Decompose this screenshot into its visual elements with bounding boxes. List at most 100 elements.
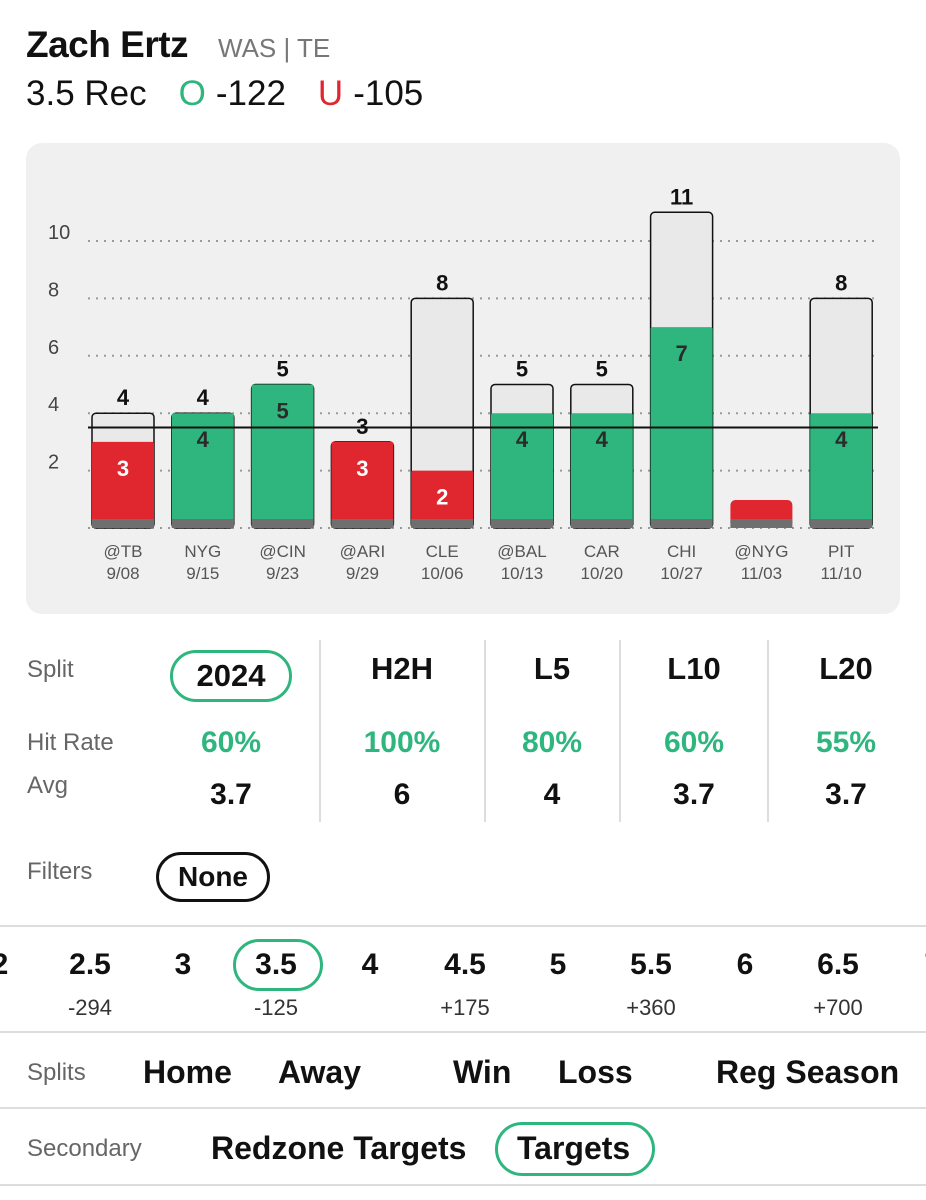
split-col-l20[interactable]: L20 [819,651,873,686]
line-option[interactable]: 6 [736,948,754,981]
line-option[interactable]: 6.5 [817,948,859,981]
receptions-value-label: 4 [835,427,848,452]
y-tick-label: 4 [48,394,59,416]
x-tick-date: 10/06 [421,564,464,583]
receptions-bar [251,384,314,528]
x-tick-date: 9/23 [266,564,299,583]
avg-2024: 3.7 [210,778,252,811]
split-loss[interactable]: Loss [558,1054,633,1090]
line-option-selected[interactable]: 3.5 [255,948,297,981]
hit-rate-l5: 80% [521,726,583,759]
split-col-l10[interactable]: L10 [667,651,721,686]
receptions-bar [570,413,633,528]
line-odds: +700 [813,995,863,1020]
receptions-value-label: 4 [197,427,210,452]
line-option-edge-right[interactable]: 7 [876,948,926,982]
column-divider [484,640,486,822]
receptions-bar [92,441,154,528]
receptions-value-label: 2 [436,485,448,510]
column-divider [619,640,621,822]
under-indicator: U [317,74,344,113]
y-tick-label: 2 [48,452,59,474]
y-tick-label: 8 [48,279,59,301]
receptions-bar [331,441,394,528]
targets-value-label: 4 [117,385,130,410]
hit-rate-l20: 55% [815,726,877,759]
x-tick-opponent: CLE [426,542,459,561]
bar-base [570,519,633,528]
split-2024-button[interactable]: 2024 [170,650,292,702]
selected-line-pill[interactable] [233,939,323,991]
x-tick-opponent: @CIN [259,542,306,561]
x-tick-opponent: CHI [667,542,696,561]
receptions-value-label: 4 [516,427,529,452]
x-tick-opponent: @TB [104,542,143,561]
y-tick-label: 10 [48,222,70,244]
under-odds[interactable]: -105 [353,74,424,113]
line-option[interactable]: 5 [549,948,567,981]
receptions-bar [810,413,873,528]
line-odds: +360 [626,995,676,1020]
hit-rate-h2h: 100% [363,726,441,759]
targets-value-label: 5 [276,357,288,382]
game-log-chart: 2 4 6 8 10 4 3 @TB 9/08 4 4 NYG 9/15 5 5 @CIN 9/23 3 3 @ARI… [26,143,900,614]
bar-base [331,519,394,528]
bar-base [251,519,314,528]
receptions-value-label: 3 [117,456,129,481]
x-tick-opponent: @NYG [734,542,788,561]
bar-base [411,519,474,528]
line-option[interactable]: 4.5 [444,948,486,981]
receptions-value-label: 5 [276,399,288,424]
avg-l10: 3.7 [673,778,715,811]
x-tick-date: 10/27 [660,564,703,583]
split-col-l5[interactable]: L5 [533,651,571,686]
split-home[interactable]: Home [143,1054,232,1090]
y-tick-label: 6 [48,337,59,359]
secondary-targets[interactable]: Targets [517,1130,631,1166]
line-option-edge-left[interactable]: 2 [0,948,50,982]
line-option[interactable]: 5.5 [630,948,672,981]
targets-value-label: 5 [516,357,528,382]
split-col-h2h[interactable]: H2H [370,651,433,686]
column-divider [767,640,769,822]
over-odds[interactable]: -122 [215,74,286,113]
receptions-bar [171,413,234,528]
line-option[interactable]: 3 [174,948,192,981]
receptions-bar [491,413,553,528]
secondary-targets-pill[interactable] [495,1122,655,1176]
x-tick-date: 10/13 [501,564,544,583]
avg-l5: 4 [543,778,561,811]
filters-none-button[interactable]: None [156,852,270,902]
receptions-value-label: 7 [675,341,687,366]
line-option[interactable]: 4 [361,948,379,981]
hit-rate-row-label: Hit Rate [27,729,114,756]
divider [0,1031,926,1033]
x-tick-date: 10/20 [581,564,624,583]
avg-l20: 3.7 [825,778,867,811]
split-win[interactable]: Win [453,1054,512,1090]
x-tick-opponent: NYG [184,542,221,561]
bar-base [491,519,553,528]
splits-label: Splits [27,1059,86,1086]
targets-value-label: 4 [197,385,210,410]
split-row-label: Split [27,656,74,683]
targets-value-label: 8 [436,270,448,295]
bar-base [810,519,873,528]
split-away[interactable]: Away [278,1054,362,1090]
x-tick-date: 9/08 [106,564,139,583]
secondary-redzone-targets[interactable]: Redzone Targets [211,1130,467,1166]
line-odds: -125 [253,995,299,1020]
split-reg-season[interactable]: Reg Season [716,1054,900,1090]
targets-value-label: 3 [356,414,368,439]
line-odds: +175 [440,995,490,1020]
avg-row-label: Avg [27,772,68,799]
line-option[interactable]: 2.5 [69,948,111,981]
split-col-2024[interactable]: 2024 [161,650,301,702]
receptions-value-label: 4 [596,427,609,452]
targets-value-label: 5 [596,357,608,382]
divider [0,925,926,927]
player-name: Zach Ertz [26,24,189,65]
bar-base [171,519,234,528]
x-tick-opponent: PIT [828,542,854,561]
bar-base [650,519,713,528]
